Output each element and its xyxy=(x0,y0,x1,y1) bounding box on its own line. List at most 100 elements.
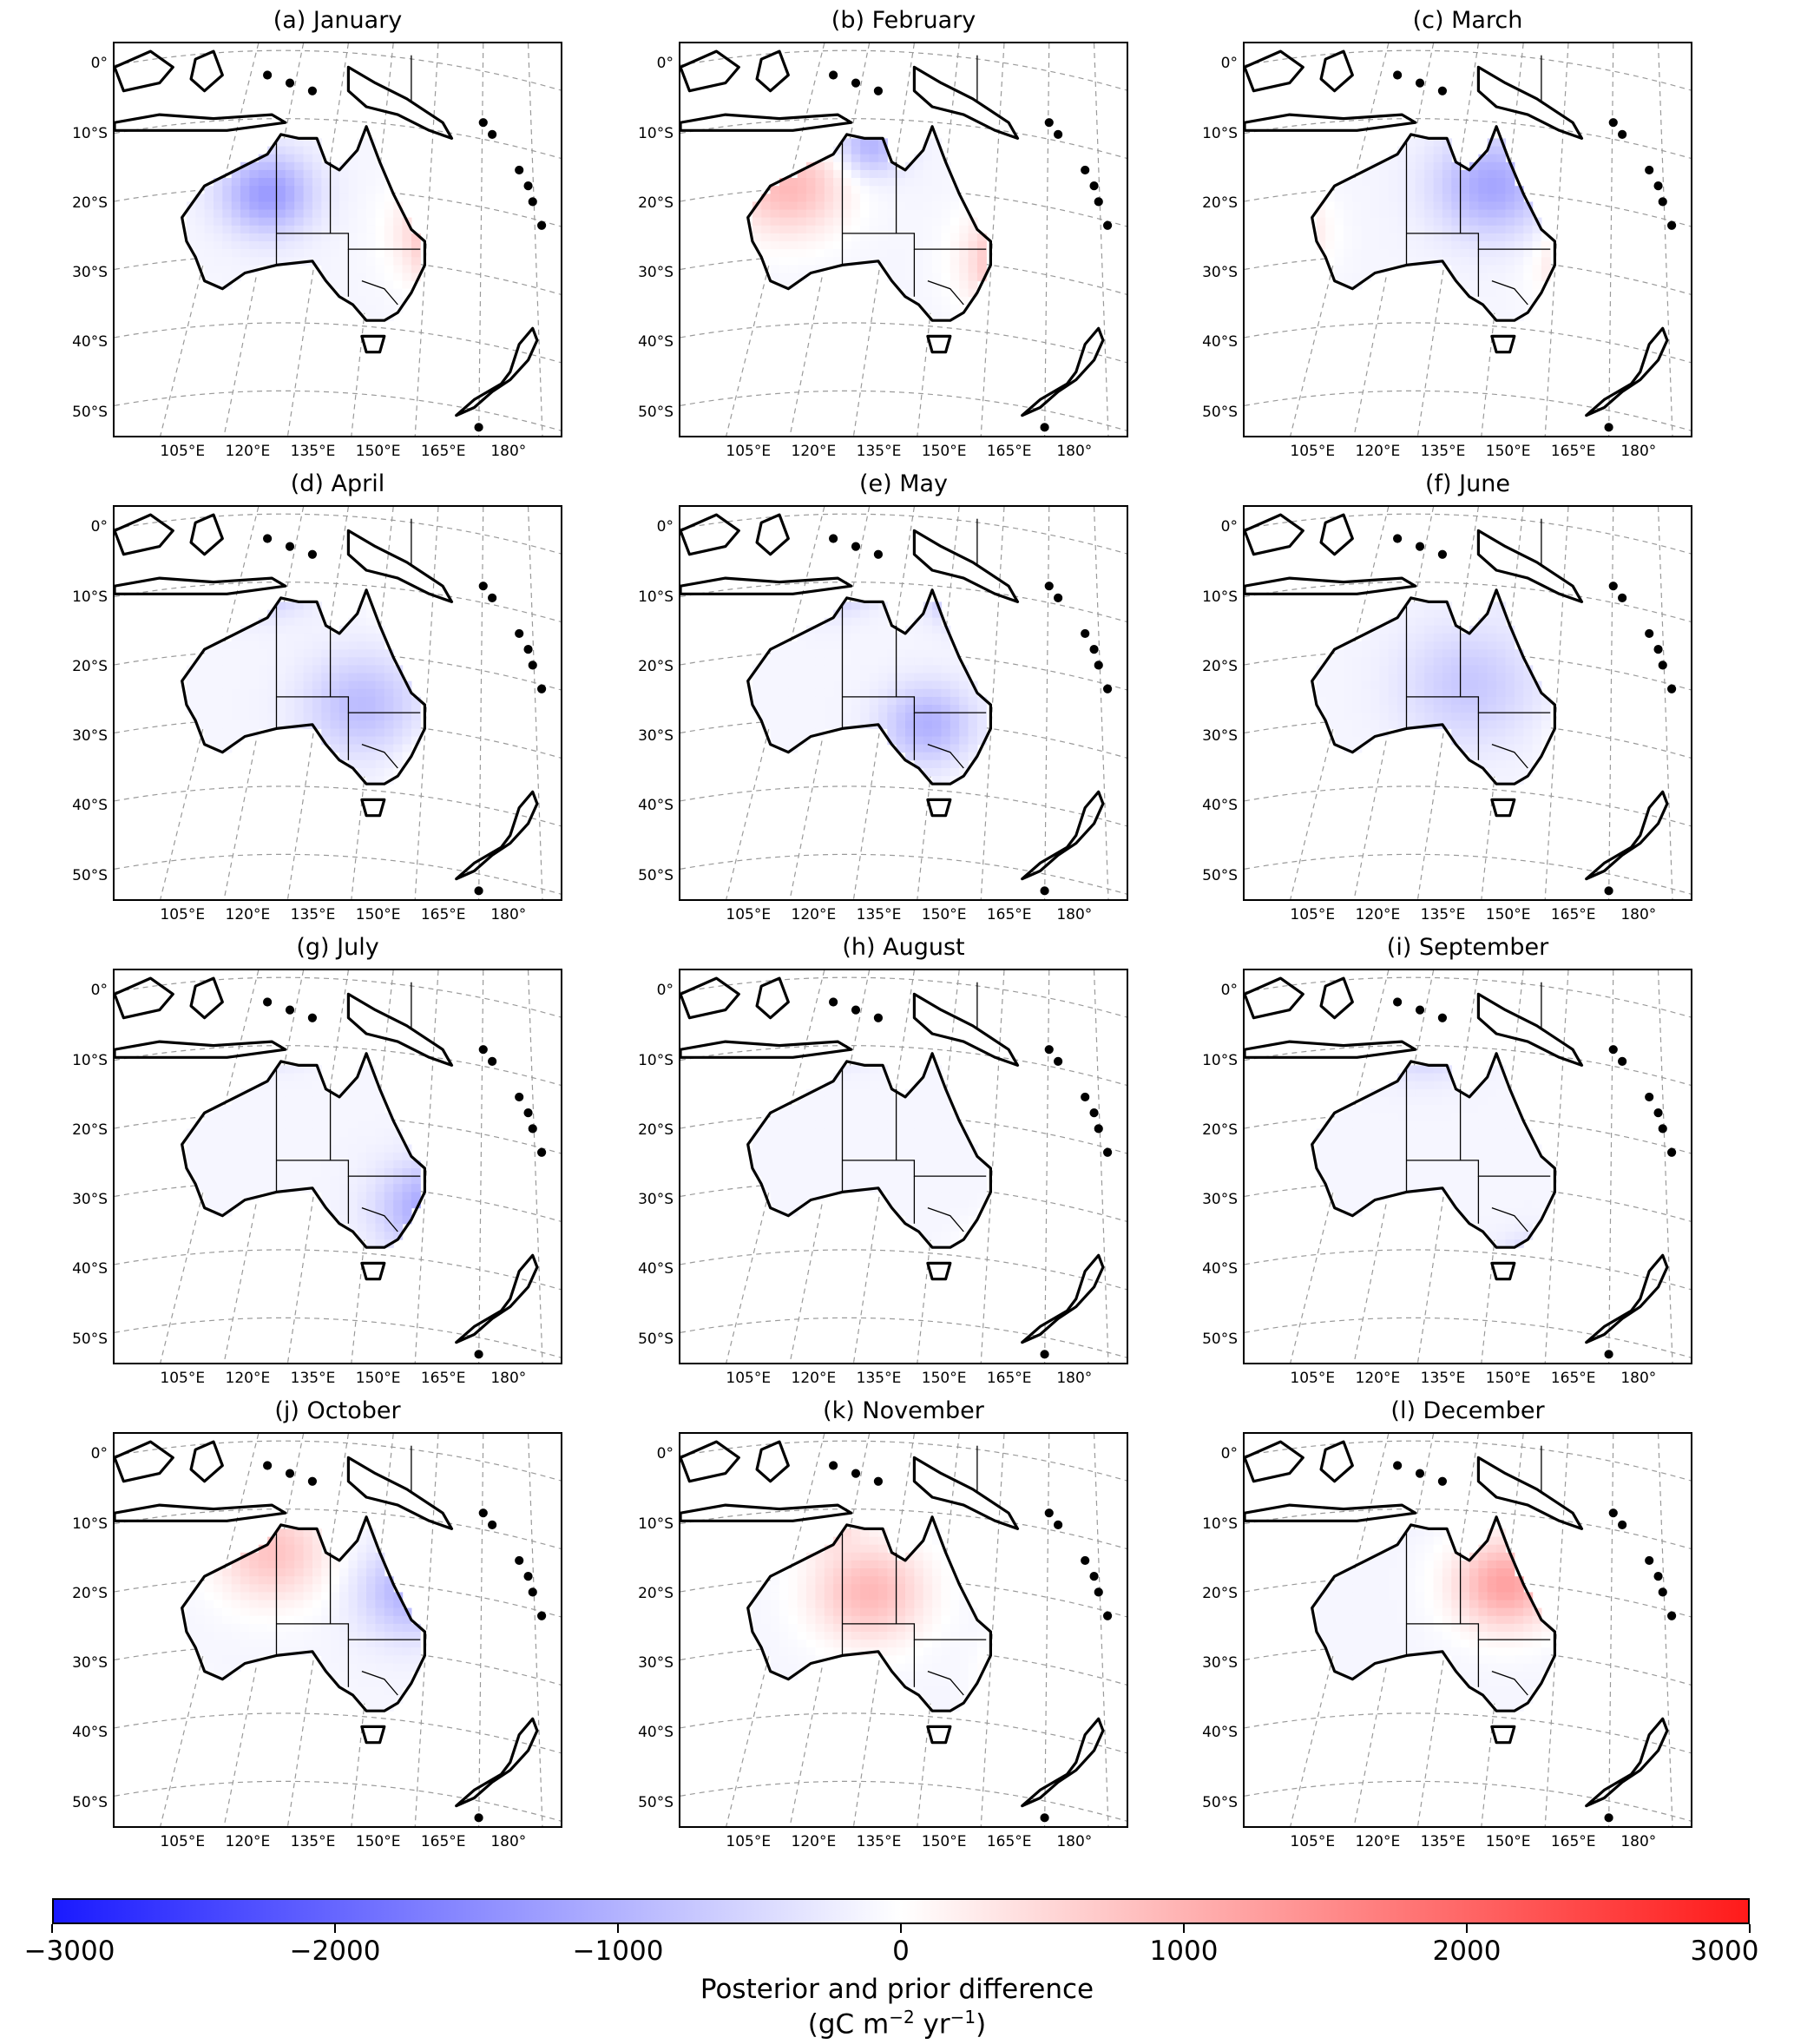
anomaly-cell xyxy=(366,161,377,171)
anomaly-cell xyxy=(806,657,816,666)
anomaly-cell xyxy=(923,657,933,666)
anomaly-cell xyxy=(303,1552,313,1561)
anomaly-cell xyxy=(402,1215,412,1225)
anomaly-cell xyxy=(941,633,951,642)
anomaly-cell xyxy=(860,201,871,211)
longitude-label: 180° xyxy=(490,906,527,923)
anomaly-cell xyxy=(1487,288,1497,298)
anomaly-cell xyxy=(896,1632,906,1640)
anomaly-cell xyxy=(770,720,780,729)
anomaly-cell xyxy=(312,201,322,211)
anomaly-cell xyxy=(1433,1536,1443,1546)
anomaly-cell xyxy=(869,601,879,611)
anomaly-cell xyxy=(339,217,349,227)
anomaly-cell xyxy=(1442,1584,1452,1593)
anomaly-cell xyxy=(330,225,340,234)
anomaly-cell xyxy=(968,257,978,266)
anomaly-cell xyxy=(285,1607,295,1617)
latitude-label: 10°S xyxy=(1202,1515,1238,1533)
anomaly-cell xyxy=(402,280,412,290)
latitude-label: 20°S xyxy=(1202,1121,1238,1139)
anomaly-cell xyxy=(1352,225,1363,234)
anomaly-cell xyxy=(321,186,332,194)
anomaly-cell xyxy=(276,649,286,658)
anomaly-cell xyxy=(1496,1168,1507,1177)
anomaly-cell xyxy=(1487,1152,1497,1161)
anomaly-cell xyxy=(276,1600,286,1609)
anomaly-field xyxy=(1316,138,1551,321)
anomaly-cell xyxy=(267,1144,278,1153)
anomaly-cell xyxy=(842,1128,852,1138)
anomaly-cell xyxy=(357,1640,367,1648)
anomaly-cell xyxy=(1344,1600,1353,1609)
anomaly-cell xyxy=(842,1096,852,1106)
anomaly-cell xyxy=(312,1113,322,1121)
anomaly-cell xyxy=(294,178,305,187)
anomaly-cell xyxy=(384,1199,394,1209)
anomaly-cell xyxy=(1397,178,1408,187)
anomaly-cell xyxy=(214,1176,223,1185)
anomaly-cell xyxy=(276,1081,286,1090)
anomaly-cell xyxy=(914,641,924,650)
anomaly-cell xyxy=(303,673,313,682)
anomaly-cell xyxy=(1514,280,1524,290)
anomaly-cell xyxy=(788,209,798,219)
anomaly-cell xyxy=(968,688,978,698)
anomaly-cell xyxy=(1397,1081,1408,1090)
anomaly-cell xyxy=(195,1584,206,1593)
anomaly-cell xyxy=(905,194,915,202)
anomaly-cell xyxy=(887,673,897,682)
anomaly-cell xyxy=(1433,688,1443,698)
anomaly-cell xyxy=(1469,720,1479,729)
anomaly-cell xyxy=(1487,169,1497,179)
anomaly-cell xyxy=(294,1152,305,1161)
anomaly-cell xyxy=(905,186,915,194)
anomaly-cell xyxy=(1469,233,1479,242)
anomaly-cell xyxy=(824,1623,834,1633)
anomaly-cell xyxy=(1469,641,1479,650)
anomaly-cell xyxy=(240,1584,250,1593)
anomaly-cell xyxy=(1469,1192,1479,1201)
anomaly-cell xyxy=(1505,161,1515,171)
anomaly-cell xyxy=(1478,1199,1488,1209)
anomaly-cell xyxy=(366,146,377,155)
anomaly-cell xyxy=(923,1663,933,1673)
anomaly-cell xyxy=(833,673,844,682)
anomaly-cell xyxy=(258,161,268,171)
anomaly-cell xyxy=(1487,1528,1497,1538)
anomaly-cell xyxy=(1514,688,1524,698)
anomaly-cell xyxy=(896,1105,906,1114)
longitude-label: 180° xyxy=(1620,906,1657,923)
anomaly-cell xyxy=(1496,178,1507,187)
anomaly-cell xyxy=(1469,1168,1479,1177)
anomaly-cell xyxy=(1352,1176,1363,1185)
anomaly-cell xyxy=(788,1568,798,1577)
anomaly-cell xyxy=(824,1088,834,1098)
anomaly-cell xyxy=(976,1632,987,1640)
anomaly-cell xyxy=(393,728,404,738)
anomaly-cell xyxy=(779,194,789,202)
anomaly-cell xyxy=(968,1640,978,1648)
anomaly-cell xyxy=(1334,241,1344,250)
anomaly-cell xyxy=(1334,257,1344,266)
anomaly-cell xyxy=(959,696,969,706)
anomaly-cell xyxy=(303,225,313,234)
anomaly-cell xyxy=(842,1576,852,1585)
anomaly-cell xyxy=(393,280,404,290)
anomaly-cell xyxy=(887,186,897,194)
anomaly-field xyxy=(186,1528,421,1712)
anomaly-cell xyxy=(923,1168,933,1177)
anomaly-cell xyxy=(348,1552,358,1561)
anomaly-cell xyxy=(914,665,924,674)
anomaly-cell xyxy=(1433,617,1443,627)
anomaly-cell xyxy=(887,1576,897,1585)
anomaly-cell xyxy=(1496,1152,1507,1161)
map-frame xyxy=(113,42,562,437)
anomaly-cell xyxy=(1514,1592,1524,1601)
anomaly-cell xyxy=(1361,225,1371,234)
anomaly-cell xyxy=(1451,178,1462,187)
anomaly-cell xyxy=(249,186,260,194)
anomaly-cell xyxy=(1487,1113,1497,1121)
anomaly-cell xyxy=(285,1152,295,1161)
anomaly-cell xyxy=(842,1065,852,1075)
